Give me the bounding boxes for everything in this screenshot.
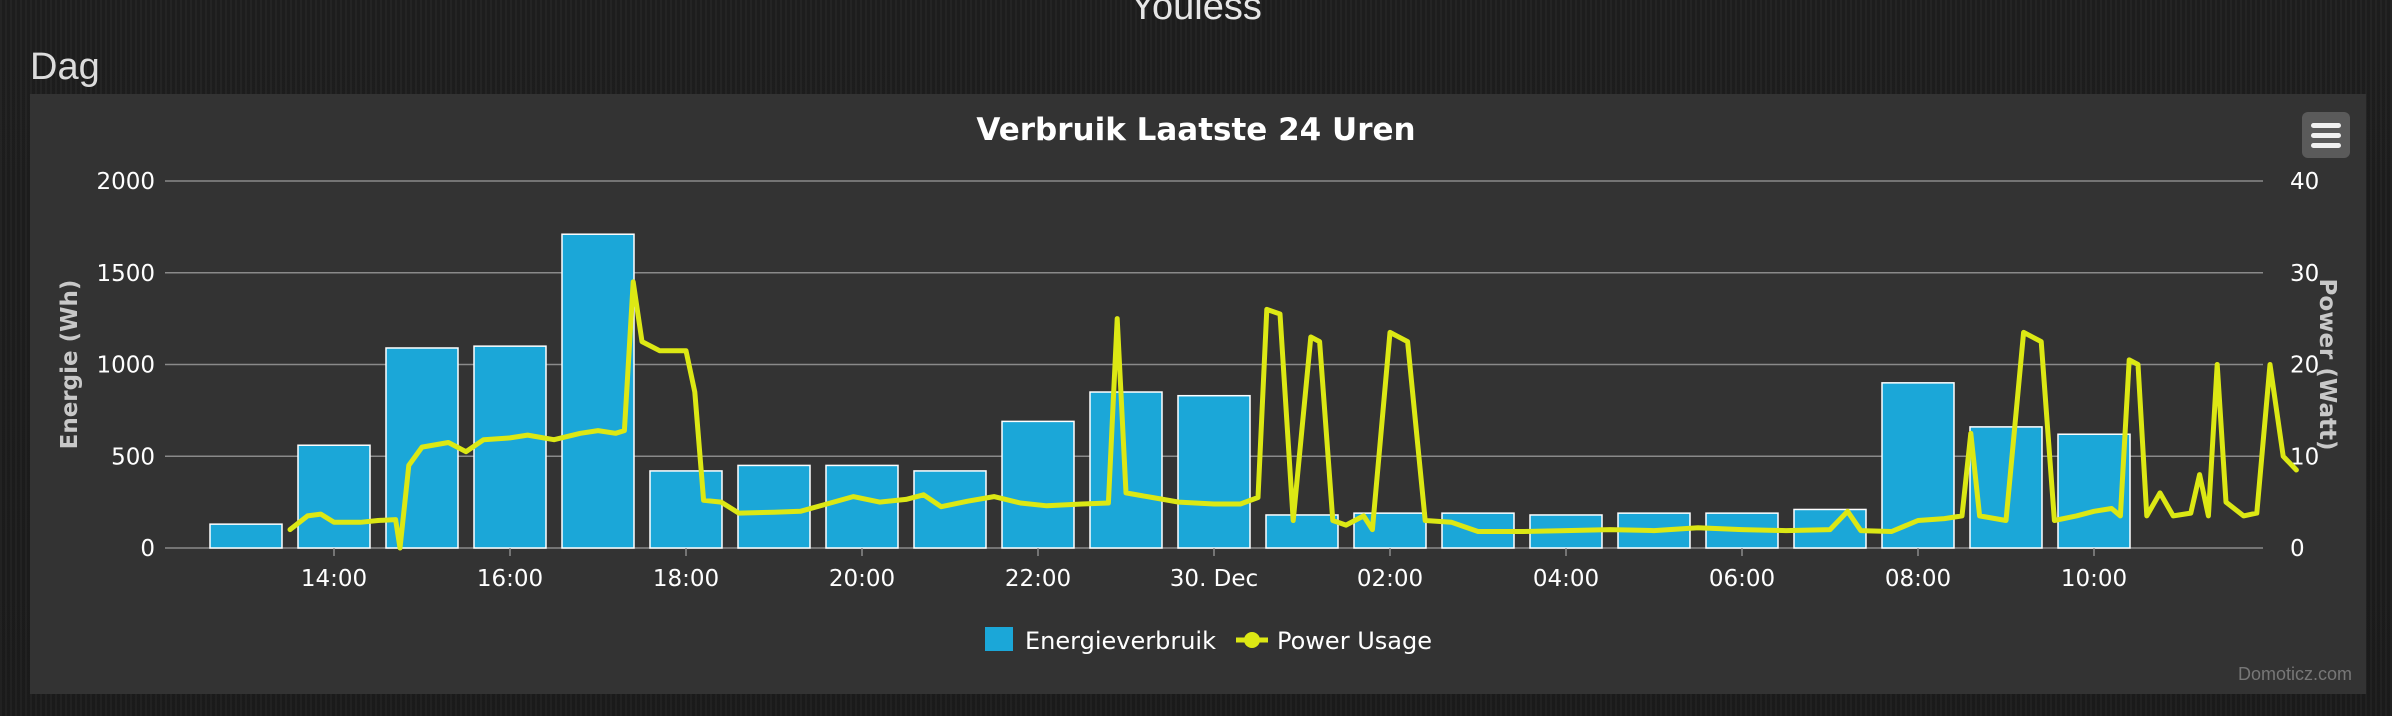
hamburger-menu-icon-bar	[2311, 132, 2341, 138]
legend-line-marker	[1244, 632, 1260, 648]
y-left-tick-label: 1000	[96, 353, 155, 379]
x-tick-label: 08:00	[1885, 566, 1951, 592]
chart-context-menu-button[interactable]	[2302, 112, 2350, 158]
y-left-axis-title: Energie (Wh)	[57, 280, 83, 450]
chart-title: Verbruik Laatste 24 Uren	[976, 112, 1415, 148]
line-power-usage	[287, 279, 2299, 551]
x-tick-label: 06:00	[1709, 566, 1775, 592]
legend-label-power-usage: Power Usage	[1277, 627, 1432, 655]
legend-bar-swatch	[985, 627, 1013, 651]
y-right-tick-label: 20	[2290, 353, 2319, 379]
x-tick-label: 22:00	[1005, 566, 1071, 592]
y-left-tick-label: 0	[140, 536, 155, 562]
y-right-tick-label: 30	[2290, 261, 2319, 287]
bar-energieverbruik	[913, 470, 987, 549]
x-tick-label: 14:00	[301, 566, 367, 592]
x-tick-label: 10:00	[2061, 566, 2127, 592]
page-heading: Youless	[1130, 0, 1262, 28]
bar-energieverbruik	[209, 523, 283, 549]
bar-energieverbruik	[649, 470, 723, 549]
bar-energieverbruik	[1969, 426, 2043, 549]
y-right-tick-label: 40	[2290, 169, 2319, 195]
y-left-tick-label: 1500	[96, 261, 155, 287]
y-left-tick-label: 2000	[96, 169, 155, 195]
bar-energieverbruik	[825, 464, 899, 549]
x-tick-label: 30. Dec	[1170, 566, 1258, 592]
bar-energieverbruik	[1177, 394, 1251, 549]
chart-credits[interactable]: Domoticz.com	[2237, 664, 2352, 684]
bar-energieverbruik	[297, 444, 371, 549]
bar-energieverbruik	[1001, 420, 1075, 549]
section-title: Dag	[30, 46, 100, 88]
bar-energieverbruik	[561, 233, 635, 549]
x-tick-label: 16:00	[477, 566, 543, 592]
x-tick-label: 18:00	[653, 566, 719, 592]
y-right-tick-label: 0	[2290, 536, 2305, 562]
legend-label-energieverbruik: Energieverbruik	[1025, 627, 1216, 655]
bar-energieverbruik	[737, 464, 811, 549]
bar-energieverbruik	[1265, 514, 1339, 549]
x-tick-label: 20:00	[829, 566, 895, 592]
y-right-axis-title: Power (Watt)	[2314, 279, 2340, 451]
bar-energieverbruik	[2057, 433, 2131, 549]
hamburger-menu-icon	[2311, 122, 2341, 128]
bar-energieverbruik	[473, 345, 547, 549]
bar-energieverbruik	[1881, 382, 1955, 549]
x-tick-label: 04:00	[1533, 566, 1599, 592]
y-left-tick-label: 500	[111, 444, 155, 470]
hamburger-menu-icon-bar	[2311, 142, 2341, 148]
x-tick-label: 02:00	[1357, 566, 1423, 592]
